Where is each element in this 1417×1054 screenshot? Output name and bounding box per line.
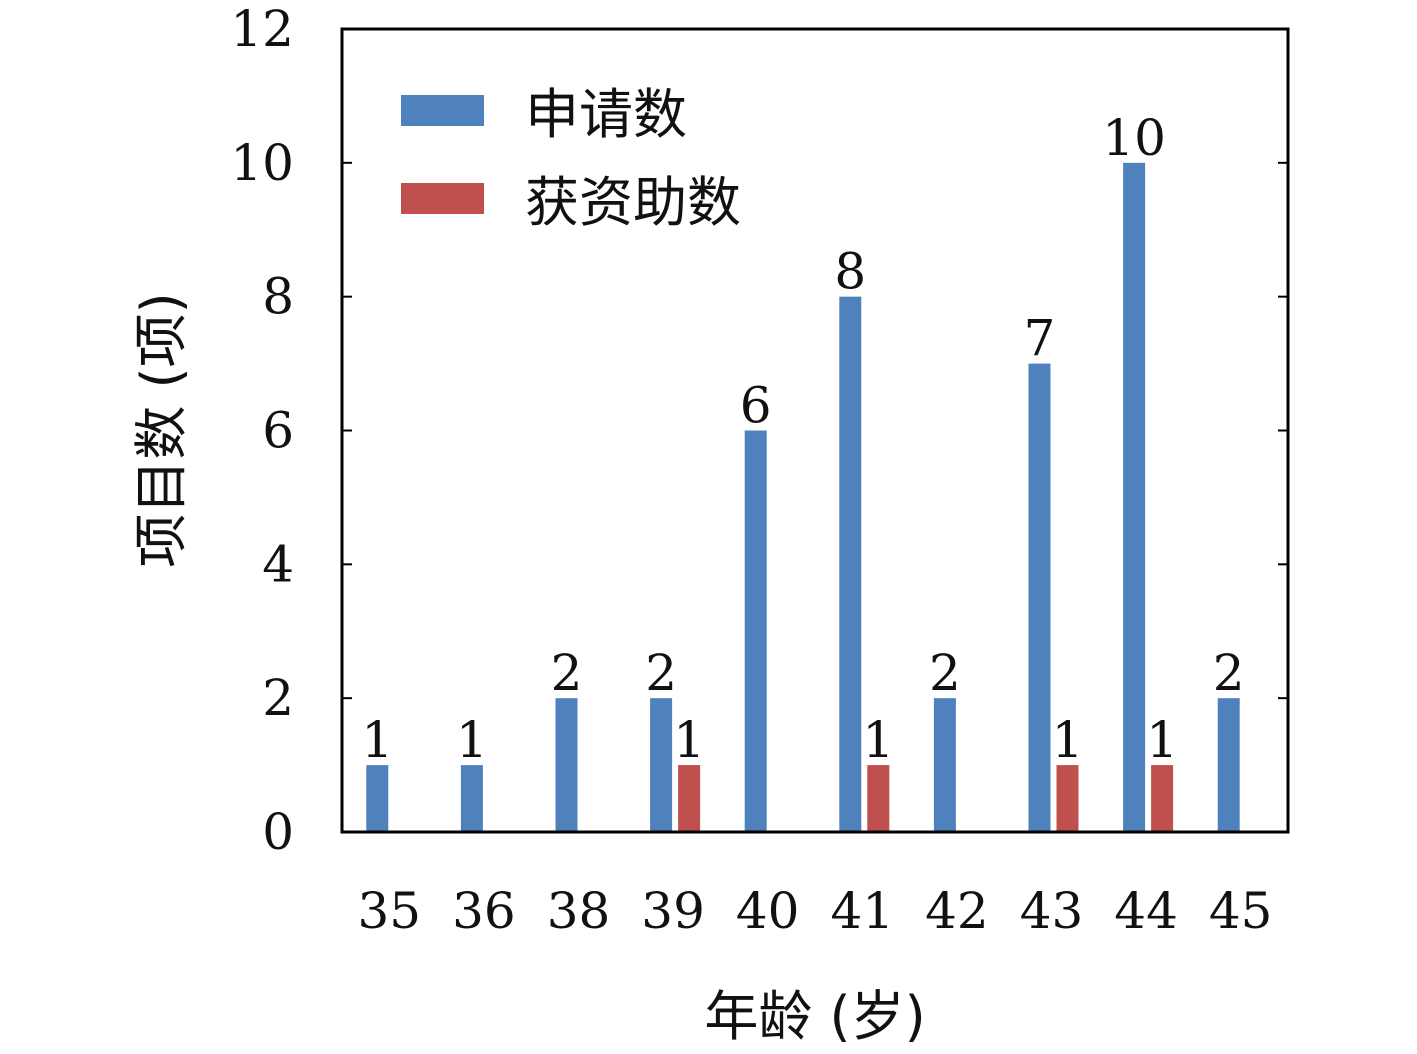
data-label-applications: 2 (1213, 644, 1245, 702)
bar-funded (678, 765, 701, 832)
x-tick-label: 41 (830, 882, 894, 940)
x-tick-label: 45 (1209, 882, 1273, 940)
y-tick-label: 10 (230, 134, 294, 192)
bars-layer (366, 162, 1240, 833)
data-label-funded: 1 (1052, 711, 1084, 769)
x-tick-label: 35 (357, 882, 421, 940)
data-label-applications: 10 (1102, 109, 1166, 167)
bar-funded (1151, 765, 1174, 832)
bar-applications (650, 698, 673, 832)
data-label-funded: 1 (862, 711, 894, 769)
bar-applications (366, 765, 389, 832)
bar-applications (744, 430, 767, 832)
legend-label-funded: 获资助数 (525, 171, 741, 234)
y-tick-label: 0 (262, 803, 294, 861)
x-tick-label: 36 (452, 882, 516, 940)
x-tick-label: 42 (925, 882, 989, 940)
data-label-applications: 1 (361, 711, 393, 769)
data-label-applications: 2 (929, 644, 961, 702)
legend-swatch-funded (401, 183, 484, 214)
y-tick-label: 12 (230, 0, 294, 58)
y-tick-label: 4 (262, 535, 294, 593)
bar-applications (555, 698, 578, 832)
y-tick-label: 2 (262, 669, 294, 727)
legend-label-applications: 申请数 (525, 83, 687, 146)
y-tick-label: 8 (262, 268, 294, 326)
bar-funded (1056, 765, 1079, 832)
bar-applications (1217, 698, 1240, 832)
data-label-funded: 1 (673, 711, 705, 769)
legend: 申请数 获资助数 (401, 83, 741, 234)
x-tick-label: 39 (641, 882, 705, 940)
data-label-applications: 2 (645, 644, 677, 702)
x-tick-label: 43 (1020, 882, 1084, 940)
bar-applications (933, 698, 956, 832)
x-tick-label: 44 (1114, 882, 1178, 940)
x-axis-title: 年龄 (岁) (704, 985, 925, 1048)
bar-applications (839, 296, 862, 833)
bar-applications (460, 765, 483, 832)
x-axis: 35 36 38 39 40 41 42 43 44 45 (357, 882, 1272, 940)
y-axis-title: 项目数 (项) (130, 292, 193, 567)
legend-swatch-applications (401, 95, 484, 126)
data-label-applications: 2 (551, 644, 583, 702)
bar-funded (867, 765, 890, 832)
data-label-applications: 7 (1024, 310, 1056, 368)
x-tick-label: 40 (736, 882, 800, 940)
data-label-applications: 6 (740, 377, 772, 435)
bar-applications (1123, 162, 1146, 833)
data-label-funded: 1 (1146, 711, 1178, 769)
data-label-applications: 8 (834, 243, 866, 301)
y-tick-label: 6 (262, 402, 294, 460)
data-label-applications: 1 (456, 711, 488, 769)
x-tick-label: 38 (547, 882, 611, 940)
bar-applications (1028, 363, 1051, 832)
